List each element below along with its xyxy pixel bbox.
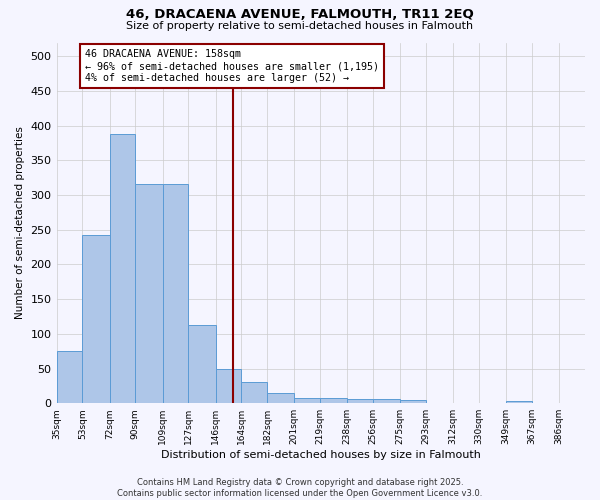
Bar <box>110 134 136 403</box>
Y-axis label: Number of semi-detached properties: Number of semi-detached properties <box>15 126 25 320</box>
Text: 46 DRACAENA AVENUE: 158sqm
← 96% of semi-detached houses are smaller (1,195)
4% : 46 DRACAENA AVENUE: 158sqm ← 96% of semi… <box>85 50 379 82</box>
Text: Contains HM Land Registry data © Crown copyright and database right 2025.
Contai: Contains HM Land Registry data © Crown c… <box>118 478 482 498</box>
X-axis label: Distribution of semi-detached houses by size in Falmouth: Distribution of semi-detached houses by … <box>161 450 481 460</box>
Bar <box>163 184 188 403</box>
Bar <box>136 184 163 403</box>
Bar <box>215 368 241 403</box>
Bar <box>585 400 600 403</box>
Bar <box>400 400 426 403</box>
Bar <box>320 398 347 403</box>
Bar <box>267 393 294 403</box>
Bar <box>82 234 110 403</box>
Bar <box>56 351 82 403</box>
Bar <box>506 401 532 403</box>
Bar <box>294 398 320 403</box>
Text: 46, DRACAENA AVENUE, FALMOUTH, TR11 2EQ: 46, DRACAENA AVENUE, FALMOUTH, TR11 2EQ <box>126 8 474 20</box>
Text: Size of property relative to semi-detached houses in Falmouth: Size of property relative to semi-detach… <box>127 21 473 31</box>
Bar <box>241 382 267 403</box>
Bar <box>347 399 373 403</box>
Bar <box>373 399 400 403</box>
Bar <box>188 325 215 403</box>
